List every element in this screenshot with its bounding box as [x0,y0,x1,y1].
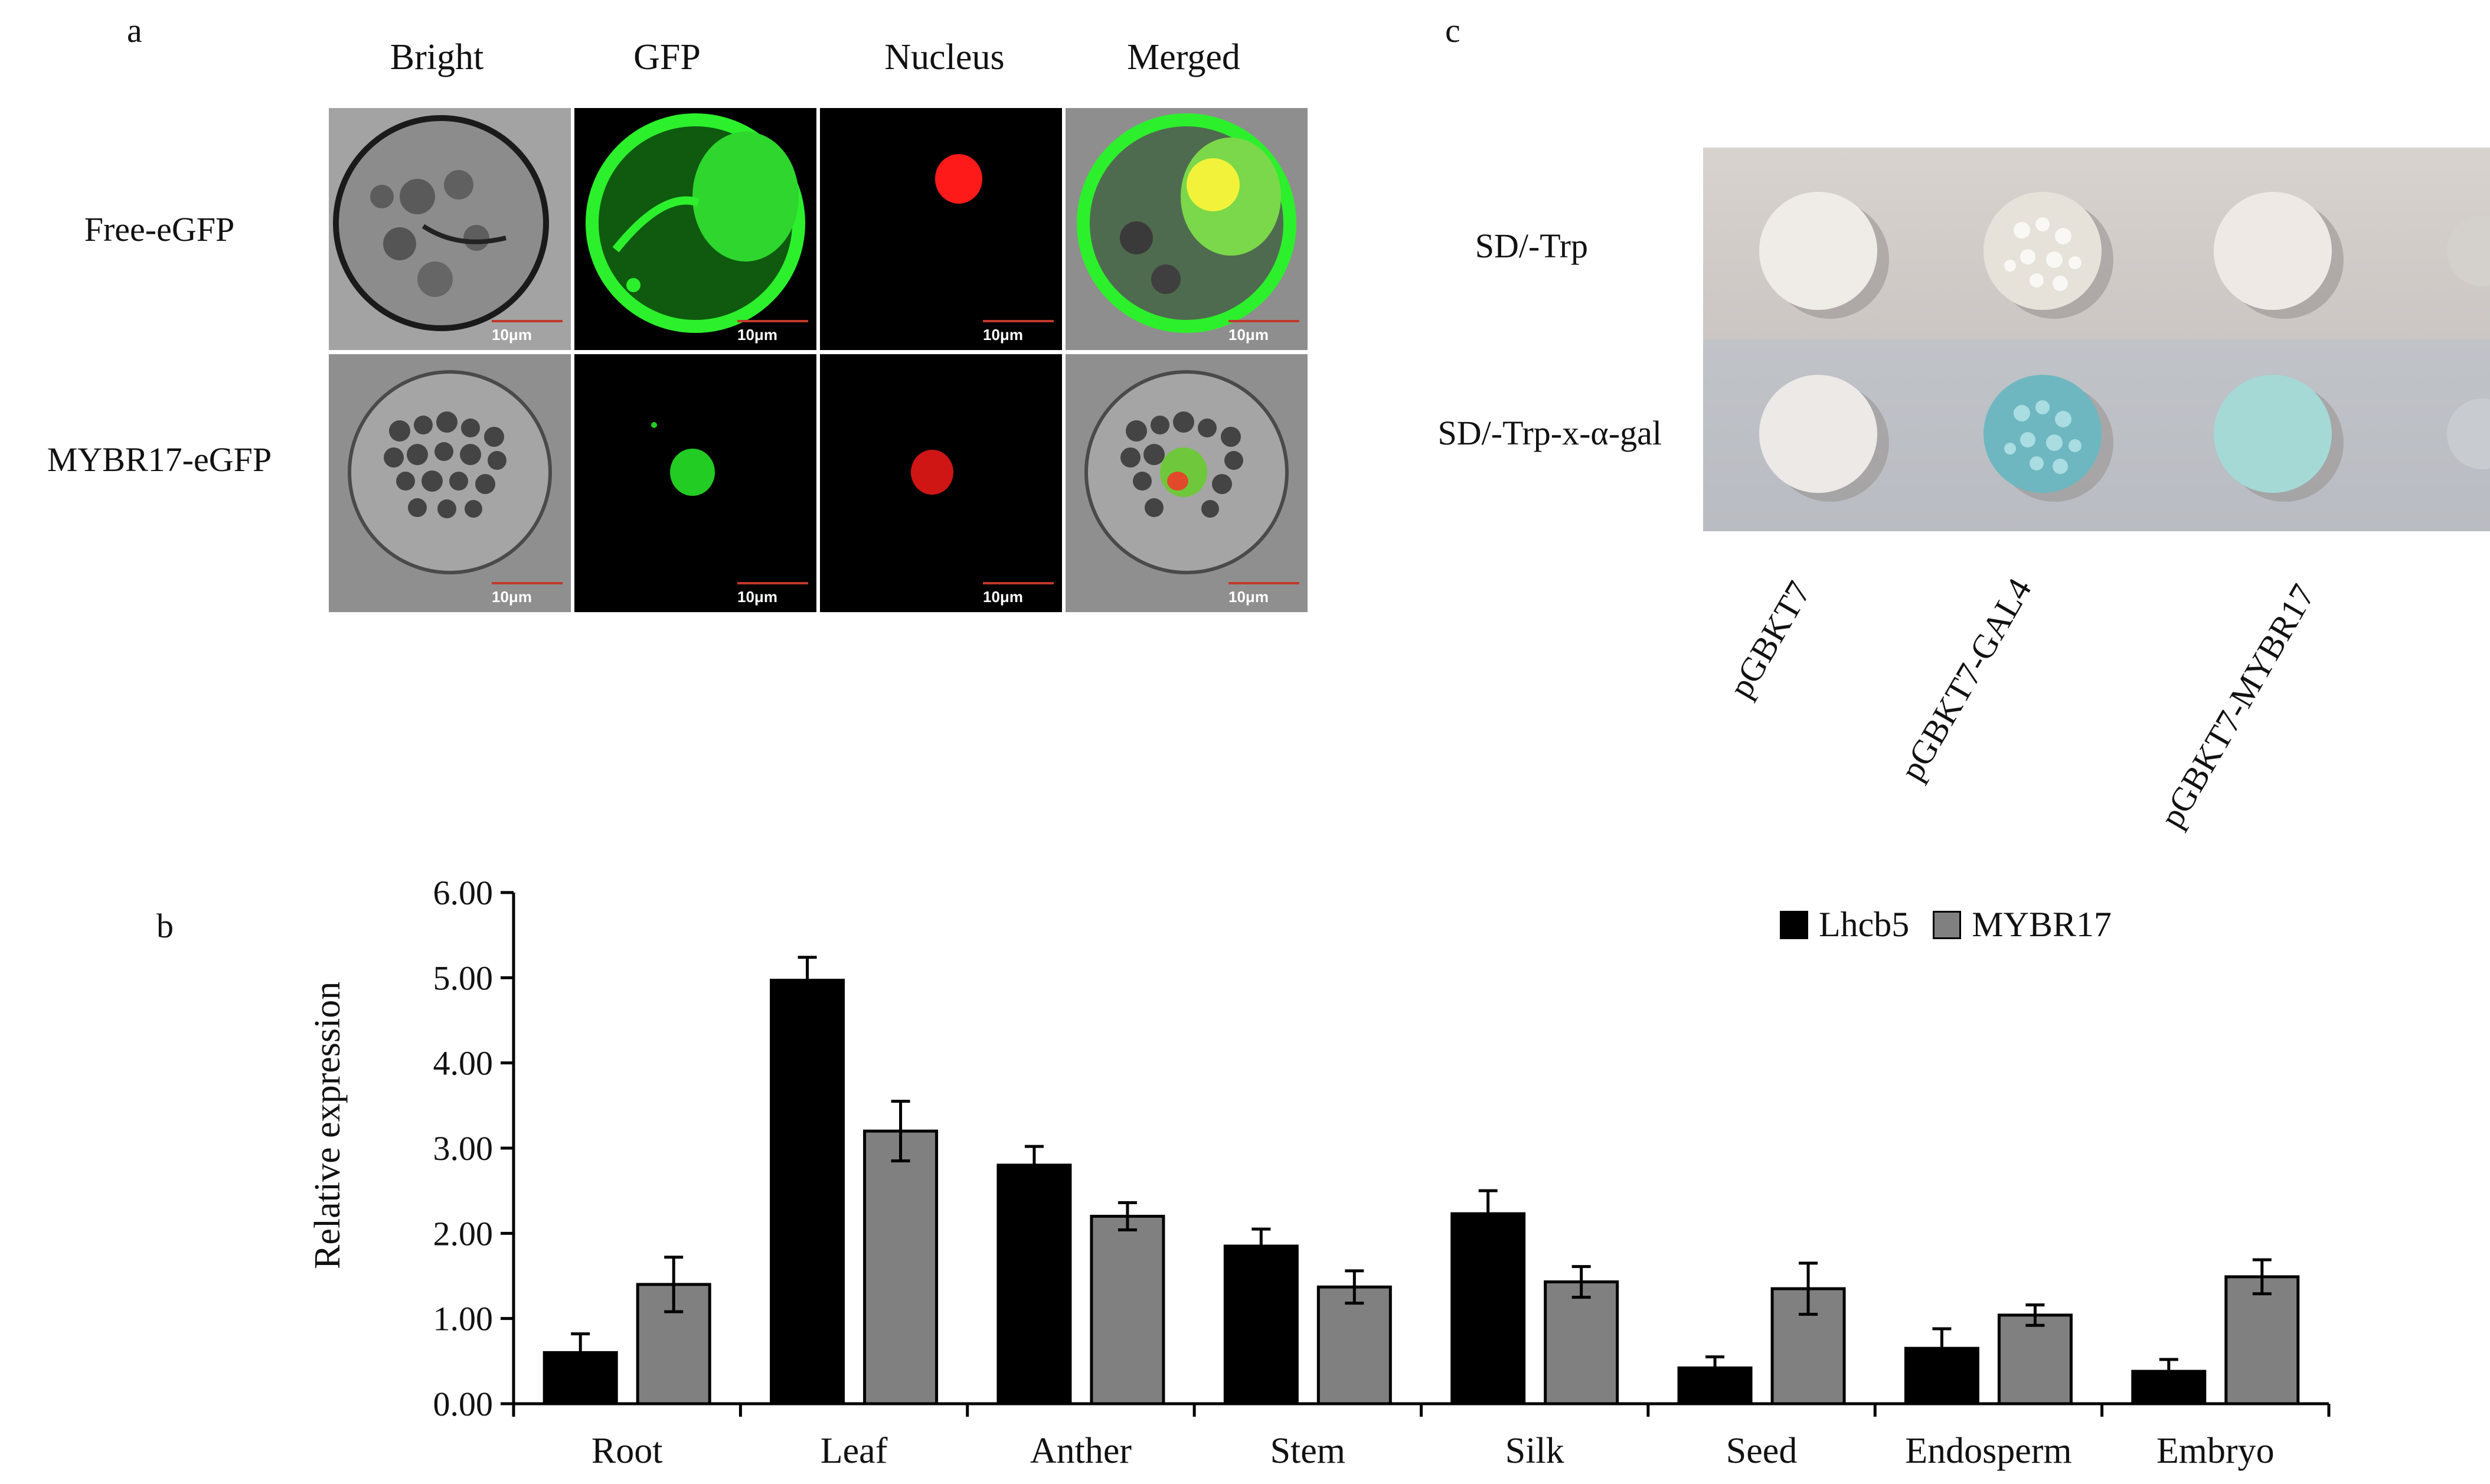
colony-mybr17-sd [2214,192,2332,310]
bar-mybr17-embryo [2224,1275,2300,1405]
colony-pgbkt7-xgal [1759,375,1877,493]
construct-label-gal4: pGBKT7-GAL4 [1892,571,2039,787]
colony-pgbkt7-sd [1759,192,1877,310]
row-label-sd-trp: SD/-Trp [1475,227,1588,265]
micrograph-mybr17-bright: 10μm [329,354,571,612]
construct-label-pgbkt7: pGBKT7 [1721,574,1819,704]
y-tick-label: 5.00 [433,959,494,997]
scale-bar: 10μm [983,320,1054,344]
y-tick-label: 3.00 [433,1129,494,1168]
colony-mybr17-xgal [2214,375,2332,493]
chart-legend: Lhcb5 MYBR17 [1780,904,2112,945]
row-label-mybr17-egfp: MYBR17-eGFP [47,440,272,479]
panel-c-label: c [1445,11,1460,50]
x-tick-label-embryo: Embryo [2156,1431,2275,1471]
x-tick-label-silk: Silk [1505,1431,1564,1471]
legend-swatch-mybr17 [1933,910,1962,939]
scale-bar: 10μm [983,582,1054,606]
micrograph-free-egfp-nucleus: 10μm [820,108,1062,350]
colony-gal4-xgal [1983,375,2102,493]
y-tick-label: 2.00 [433,1214,494,1253]
x-tick-label-leaf: Leaf [821,1431,888,1471]
scale-bar: 10μm [492,582,563,606]
y-tick-label: 4.00 [433,1044,494,1083]
legend-swatch-lhcb5 [1780,910,1808,939]
y-tick-label: 0.00 [433,1385,494,1423]
micrograph-free-egfp-merged: 10μm [1066,108,1308,350]
legend-label-mybr17: MYBR17 [1972,905,2112,944]
y-tick-label: 6.00 [433,874,494,912]
x-tick-label-anther: Anther [1030,1431,1132,1471]
chart-y-axis-label: Relative expression [308,981,348,1269]
col-header-gfp: GFP [633,37,701,77]
scale-bar: 10μm [492,320,563,344]
panel-b-label: b [156,907,174,945]
bar-lhcb5-anther [996,1163,1072,1405]
y-tick-label: 1.00 [433,1300,494,1338]
col-header-nucleus: Nucleus [884,37,1005,77]
micrograph-mybr17-merged: 10μm [1066,354,1308,612]
scale-bar: 10μm [737,582,808,606]
micrograph-mybr17-gfp: 10μm [574,354,816,612]
bar-mybr17-endosperm [1997,1313,2073,1405]
row-label-sd-trp-x-gal: SD/-Trp-x-α-gal [1437,414,1662,452]
bar-lhcb5-stem [1223,1244,1299,1405]
x-tick-label-endosperm: Endosperm [1905,1431,2071,1471]
bar-mybr17-leaf [863,1129,939,1405]
legend-label-lhcb5: Lhcb5 [1819,905,1910,944]
micrograph-free-egfp-gfp: 10μm [574,108,816,350]
colony-gal4-sd [1983,192,2102,310]
scale-bar: 10μm [737,320,808,344]
expression-bar-chart: 0.00 1.00 2.00 3.00 4.00 5.00 6.00 Root Leaf Anth… [433,874,2331,1471]
scale-bar: 10μm [1228,582,1299,606]
panel-a-label: a [127,11,142,50]
x-tick-label-root: Root [592,1431,663,1471]
micrograph-mybr17-nucleus: 10μm [820,354,1062,612]
bar-lhcb5-silk [1450,1212,1526,1405]
x-tick-label-seed: Seed [1726,1431,1798,1471]
col-header-bright: Bright [390,37,484,77]
yeast-plate-photo [1703,148,2490,531]
micrograph-free-egfp-bright: 10μm [329,108,571,350]
construct-label-mybr17: pGBKT7-MYBR17 [2152,577,2323,834]
row-label-free-egfp: Free-eGFP [84,210,235,249]
bar-mybr17-silk [1544,1280,1619,1405]
bar-lhcb5-leaf [770,979,845,1405]
col-header-merged: Merged [1127,37,1240,77]
bar-mybr17-stem [1316,1285,1392,1405]
scale-bar: 10μm [1228,320,1299,344]
x-tick-label-stem: Stem [1270,1431,1345,1471]
bar-mybr17-anther [1090,1214,1165,1405]
